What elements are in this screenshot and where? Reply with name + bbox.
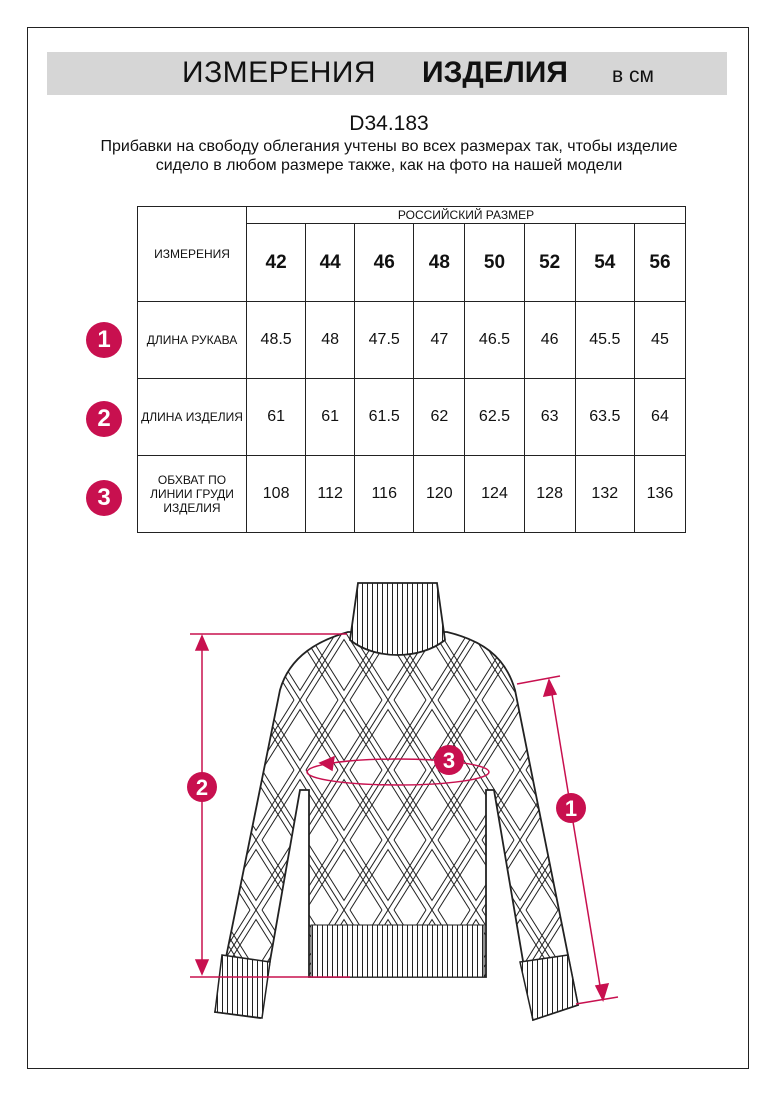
- table-cell: 116: [354, 455, 415, 533]
- table-cell: 45: [633, 301, 687, 379]
- table-cell: 61: [245, 378, 307, 456]
- table-cell: 48.5: [245, 301, 307, 379]
- table-cell: 48: [305, 301, 356, 379]
- sweater-drawing: [213, 582, 580, 1022]
- diagram-markers: 1 2 3: [187, 745, 586, 823]
- size-header: 52: [523, 223, 576, 302]
- marker-2-badge: 2: [86, 401, 122, 437]
- unit-label: в см: [612, 64, 654, 87]
- row-label: ДЛИНА ИЗДЕЛИЯ: [137, 378, 247, 456]
- table-cell: 63.5: [574, 378, 635, 456]
- size-header: 42: [245, 223, 307, 302]
- product-code: D34.183: [349, 112, 429, 135]
- table-cell: 108: [245, 455, 307, 533]
- table-cell: 47.5: [354, 301, 415, 379]
- size-group-label: РОССИЙСКИЙ РАЗМЕР: [246, 206, 686, 224]
- diagram-marker-3: 3: [443, 748, 455, 773]
- table-row: ОБХВАТ ПО ЛИНИИ ГРУДИ ИЗДЕЛИЯ 108 112 116 12…: [137, 455, 687, 533]
- table-cell: 62.5: [464, 378, 525, 456]
- size-header: 50: [464, 223, 525, 302]
- size-header: 54: [574, 223, 635, 302]
- table-row: ДЛИНА РУКАВА 48.5 48 47.5 47 46.5 46 45.5 45: [137, 301, 687, 379]
- table-cell: 63: [523, 378, 576, 456]
- row-label: ДЛИНА РУКАВА: [137, 301, 247, 379]
- table-cell: 136: [633, 455, 687, 533]
- title-regular: ИЗМЕРЕНИЯ: [182, 56, 377, 89]
- fit-note: Прибавки на свободу облегания учтены во …: [100, 138, 678, 174]
- table-cell: 64: [633, 378, 687, 456]
- title-bold: ИЗДЕЛИЯ: [422, 56, 568, 89]
- table-cell: 132: [574, 455, 635, 533]
- diagram-marker-2: 2: [196, 775, 208, 800]
- marker-3-badge: 3: [86, 480, 122, 516]
- size-header: 56: [633, 223, 687, 302]
- marker-1-badge: 1: [86, 322, 122, 358]
- size-header: 44: [305, 223, 356, 302]
- table-cell: 46.5: [464, 301, 525, 379]
- page-frame: [27, 27, 749, 1069]
- table-cell: 120: [413, 455, 466, 533]
- title-banner: [47, 52, 727, 95]
- size-header: 48: [413, 223, 466, 302]
- table-cell: 45.5: [574, 301, 635, 379]
- size-header: 46: [354, 223, 415, 302]
- row-label: ОБХВАТ ПО ЛИНИИ ГРУДИ ИЗДЕЛИЯ: [137, 455, 247, 533]
- measurement-lines: [190, 633, 619, 1005]
- sizes-row: 42 44 46 48 50 52 54 56: [138, 223, 687, 302]
- size-table: ИЗМЕРЕНИЯ РОССИЙСКИЙ РАЗМЕР 42 44 46 48 50 52…: [137, 206, 687, 533]
- table-cell: 124: [464, 455, 525, 533]
- diagram-marker-1: 1: [565, 796, 577, 821]
